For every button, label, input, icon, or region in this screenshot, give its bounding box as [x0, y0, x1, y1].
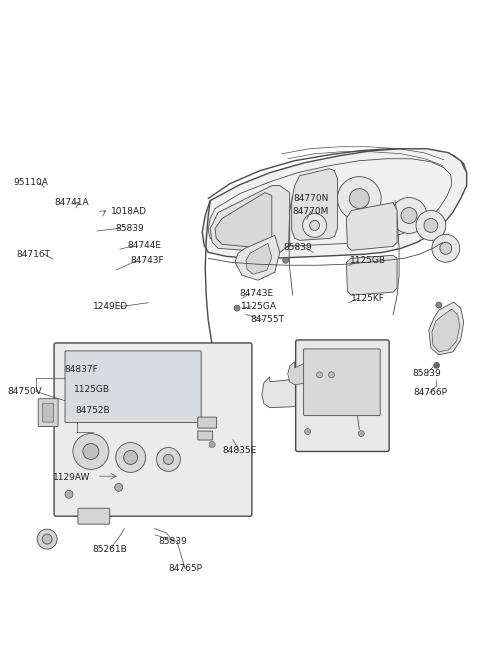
- FancyBboxPatch shape: [65, 351, 201, 422]
- Circle shape: [283, 257, 288, 263]
- Text: 1125GB: 1125GB: [350, 257, 386, 265]
- Polygon shape: [202, 149, 467, 258]
- Circle shape: [209, 441, 215, 447]
- Polygon shape: [347, 255, 397, 295]
- Polygon shape: [210, 185, 290, 252]
- Text: 85839: 85839: [284, 244, 312, 252]
- Circle shape: [432, 234, 460, 262]
- Text: 84835E: 84835E: [222, 445, 256, 455]
- FancyBboxPatch shape: [38, 399, 58, 426]
- Text: 85839: 85839: [116, 224, 144, 233]
- FancyBboxPatch shape: [43, 403, 54, 422]
- Polygon shape: [215, 193, 272, 248]
- Circle shape: [302, 214, 326, 237]
- Polygon shape: [288, 362, 312, 384]
- Text: 1018AD: 1018AD: [111, 207, 147, 216]
- Text: 84744E: 84744E: [128, 242, 162, 250]
- Text: 84755T: 84755T: [251, 315, 285, 324]
- Circle shape: [120, 385, 127, 391]
- Circle shape: [328, 372, 335, 378]
- FancyBboxPatch shape: [296, 340, 389, 451]
- FancyBboxPatch shape: [304, 349, 380, 416]
- Polygon shape: [429, 302, 464, 355]
- Polygon shape: [347, 202, 397, 250]
- Polygon shape: [315, 358, 336, 382]
- Circle shape: [337, 177, 381, 221]
- Polygon shape: [292, 169, 337, 240]
- Circle shape: [111, 369, 117, 375]
- FancyBboxPatch shape: [78, 508, 110, 524]
- Circle shape: [156, 447, 180, 472]
- Circle shape: [115, 483, 123, 491]
- Circle shape: [83, 443, 99, 459]
- FancyBboxPatch shape: [198, 431, 213, 440]
- Circle shape: [416, 210, 446, 240]
- FancyBboxPatch shape: [198, 417, 216, 428]
- Text: 84765P: 84765P: [168, 565, 202, 573]
- Text: 95110A: 95110A: [13, 178, 48, 187]
- Circle shape: [358, 430, 364, 436]
- Circle shape: [310, 221, 320, 231]
- Polygon shape: [246, 244, 272, 274]
- Text: 84770M: 84770M: [292, 207, 329, 216]
- Circle shape: [305, 428, 311, 434]
- Polygon shape: [235, 235, 280, 280]
- Text: 84750V: 84750V: [7, 387, 42, 396]
- Circle shape: [436, 302, 442, 308]
- Text: 84741A: 84741A: [55, 198, 89, 207]
- Text: 84766P: 84766P: [413, 388, 447, 397]
- Text: 1125GB: 1125GB: [74, 385, 110, 394]
- Text: 84743E: 84743E: [240, 289, 274, 298]
- Circle shape: [65, 491, 73, 498]
- Text: 84743F: 84743F: [130, 257, 164, 265]
- Circle shape: [349, 189, 369, 208]
- Circle shape: [433, 362, 440, 368]
- Circle shape: [401, 208, 417, 223]
- Text: 1125GA: 1125GA: [241, 302, 277, 311]
- Text: 85261B: 85261B: [93, 545, 128, 553]
- Text: 85839: 85839: [413, 369, 442, 378]
- Text: 1249ED: 1249ED: [93, 302, 128, 311]
- Circle shape: [37, 529, 57, 549]
- Circle shape: [116, 443, 145, 472]
- FancyBboxPatch shape: [54, 343, 252, 516]
- Circle shape: [164, 455, 173, 464]
- Text: 84752B: 84752B: [76, 407, 110, 415]
- Polygon shape: [262, 372, 374, 407]
- Circle shape: [391, 198, 427, 233]
- Circle shape: [316, 372, 323, 378]
- Text: 84716T: 84716T: [17, 250, 51, 259]
- Text: 85839: 85839: [159, 537, 188, 546]
- Circle shape: [124, 451, 138, 464]
- Text: 84837F: 84837F: [65, 365, 98, 375]
- Circle shape: [73, 434, 109, 470]
- Circle shape: [234, 305, 240, 311]
- Circle shape: [440, 242, 452, 254]
- Circle shape: [42, 534, 52, 544]
- Text: 1125KF: 1125KF: [351, 293, 385, 303]
- Circle shape: [424, 219, 438, 233]
- Text: 84770N: 84770N: [293, 194, 328, 203]
- Polygon shape: [432, 309, 460, 352]
- Text: 1129AW: 1129AW: [53, 473, 91, 482]
